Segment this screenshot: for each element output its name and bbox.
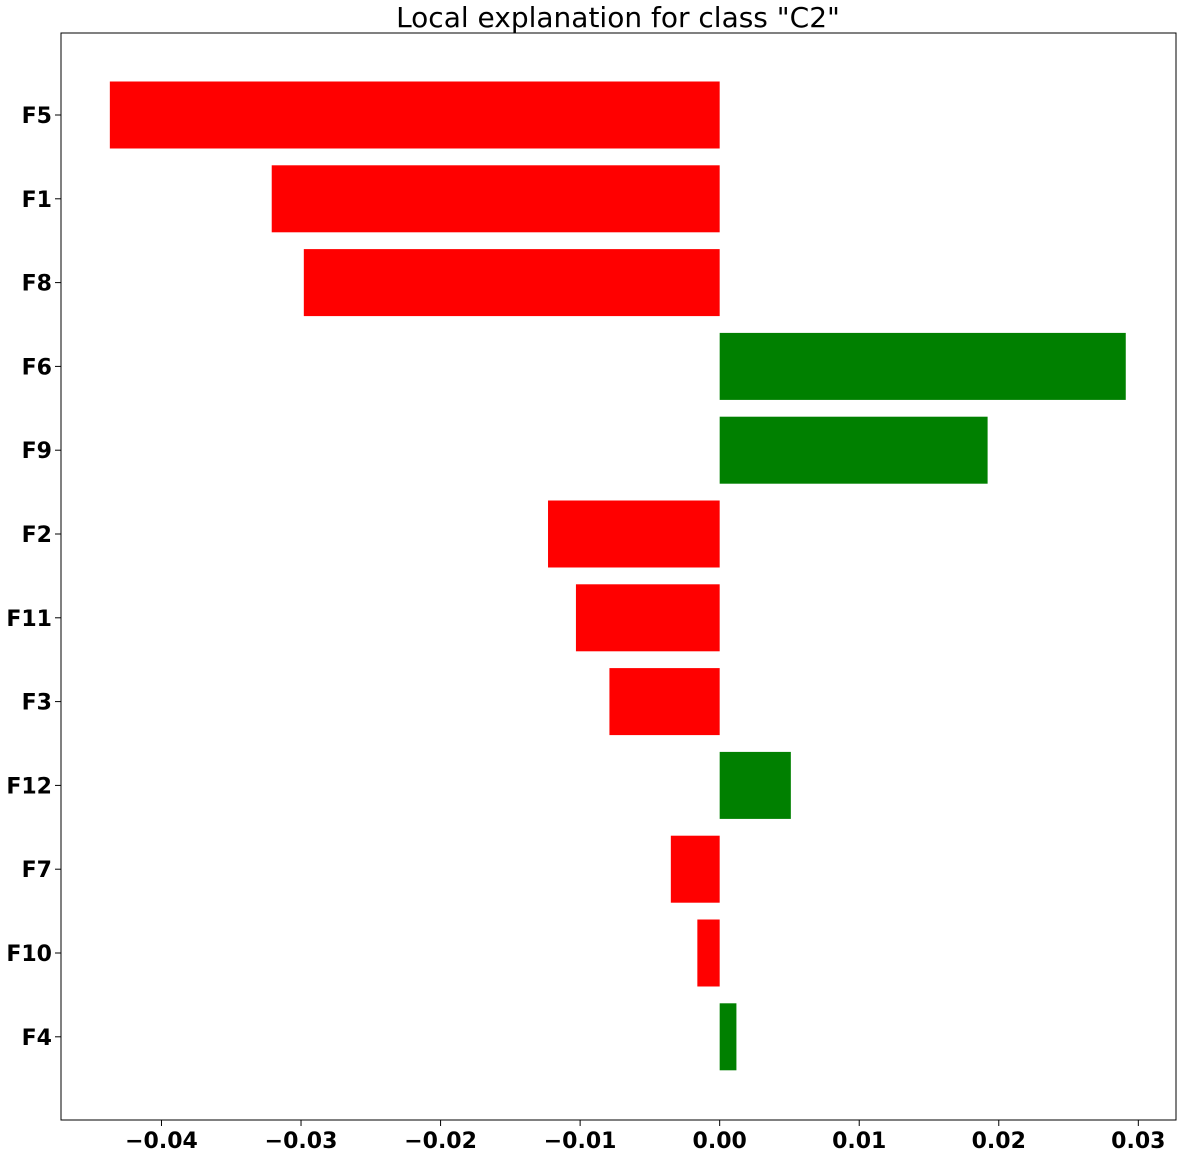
y-tick-label: F5 bbox=[22, 104, 52, 129]
y-tick-label: F9 bbox=[22, 439, 52, 464]
x-tick-label: 0.03 bbox=[1111, 1129, 1165, 1154]
bar-f2 bbox=[548, 500, 720, 568]
bar-f3 bbox=[609, 668, 720, 736]
y-tick-label: F8 bbox=[22, 272, 52, 297]
y-tick-label: F11 bbox=[6, 607, 52, 632]
x-tick-label: 0.01 bbox=[832, 1129, 886, 1154]
x-tick-label: −0.01 bbox=[544, 1129, 617, 1154]
plot-frame bbox=[60, 32, 1177, 1121]
x-tick-label: 0.00 bbox=[693, 1129, 747, 1154]
bar-f11 bbox=[575, 584, 720, 652]
bar-f7 bbox=[670, 835, 720, 903]
y-tick-label: F7 bbox=[22, 858, 52, 883]
bar-f4 bbox=[719, 1003, 737, 1071]
y-tick-label: F6 bbox=[22, 355, 52, 380]
y-tick-label: F1 bbox=[22, 188, 52, 213]
bar-f12 bbox=[719, 751, 791, 819]
bar-f9 bbox=[719, 416, 988, 484]
x-tick-label: 0.02 bbox=[972, 1129, 1026, 1154]
y-tick-label: F3 bbox=[22, 691, 52, 716]
y-axis: F5 F1 F8 F6 F9 F2 F11 F3 F12 F7 F10 F4 bbox=[6, 104, 61, 1051]
y-tick-label: F4 bbox=[22, 1026, 52, 1051]
bar-f5 bbox=[109, 81, 720, 149]
bar-f10 bbox=[697, 919, 720, 987]
y-tick-label: F2 bbox=[22, 523, 52, 548]
bar-f1 bbox=[271, 165, 720, 233]
x-axis: −0.04 −0.03 −0.02 −0.01 0.00 0.01 0.02 0.03 bbox=[125, 1120, 1165, 1154]
y-tick-label: F10 bbox=[6, 942, 52, 967]
chart-title: Local explanation for class "C2" bbox=[396, 1, 840, 34]
x-tick-label: −0.03 bbox=[265, 1129, 338, 1154]
y-tick-label: F12 bbox=[6, 774, 52, 799]
x-tick-label: −0.04 bbox=[125, 1129, 198, 1154]
bar-f8 bbox=[303, 249, 720, 317]
bar-f6 bbox=[719, 332, 1126, 400]
bars-group bbox=[109, 81, 1126, 1071]
x-tick-label: −0.02 bbox=[404, 1129, 477, 1154]
